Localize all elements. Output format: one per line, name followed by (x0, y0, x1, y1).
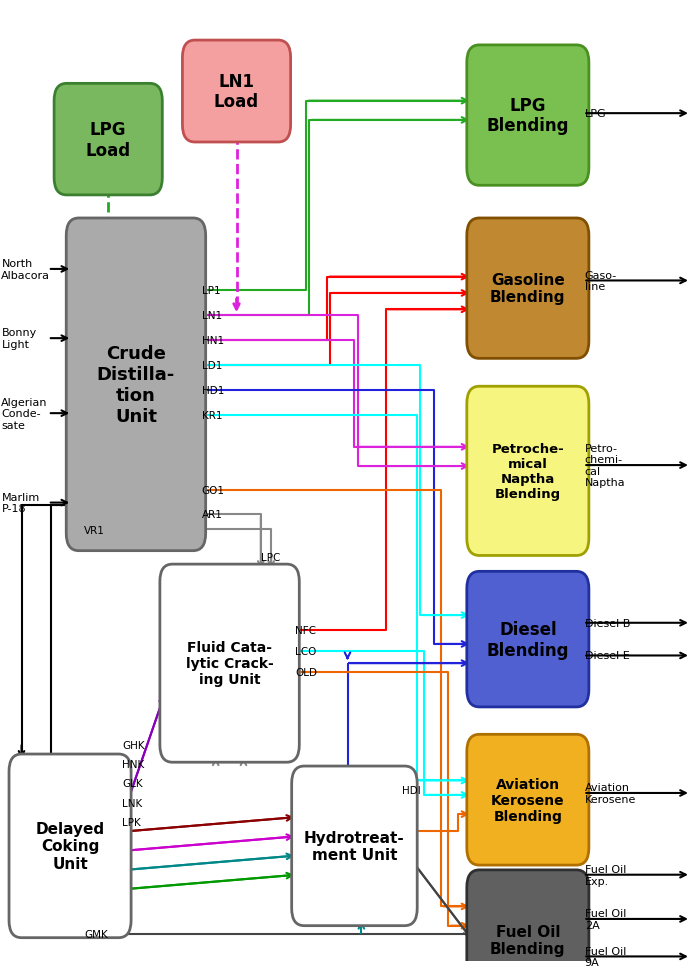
Text: LPC: LPC (261, 553, 280, 563)
Text: Fuel Oil
Blending: Fuel Oil Blending (490, 923, 566, 956)
Text: Crude
Distilla-
tion
Unit: Crude Distilla- tion Unit (97, 345, 175, 425)
FancyBboxPatch shape (160, 565, 300, 763)
Text: Aviation
Kerosene
Blending: Aviation Kerosene Blending (491, 777, 564, 823)
Text: Fuel Oil
Exp.: Fuel Oil Exp. (584, 864, 626, 886)
Text: Gasoline
Blending: Gasoline Blending (490, 272, 566, 305)
Text: LD1: LD1 (202, 360, 222, 371)
Text: Fuel Oil
9A: Fuel Oil 9A (584, 946, 626, 967)
Text: Fluid Cata-
lytic Crack-
ing Unit: Fluid Cata- lytic Crack- ing Unit (186, 641, 273, 687)
Text: LNK: LNK (122, 797, 142, 808)
Text: North
Albacora: North Albacora (1, 259, 51, 280)
Text: Delayed
Coking
Unit: Delayed Coking Unit (35, 821, 105, 871)
Text: Hydrotreat-
ment Unit: Hydrotreat- ment Unit (304, 829, 404, 862)
Text: KR1: KR1 (202, 411, 222, 421)
Text: VR1: VR1 (84, 526, 105, 536)
Text: Bonny
Light: Bonny Light (1, 328, 37, 350)
FancyBboxPatch shape (292, 766, 417, 925)
Text: Aviation
Kerosene: Aviation Kerosene (584, 782, 636, 804)
FancyBboxPatch shape (467, 387, 589, 556)
Text: OLD: OLD (295, 667, 318, 677)
Text: LCO: LCO (295, 646, 317, 656)
FancyBboxPatch shape (467, 572, 589, 707)
FancyBboxPatch shape (9, 754, 131, 938)
Text: LPG: LPG (584, 109, 606, 119)
FancyBboxPatch shape (182, 41, 291, 142)
Text: GHK: GHK (122, 740, 145, 750)
FancyBboxPatch shape (467, 46, 589, 186)
Text: LPK: LPK (122, 817, 141, 827)
Text: LP1: LP1 (202, 286, 220, 296)
FancyBboxPatch shape (467, 870, 589, 969)
FancyBboxPatch shape (66, 219, 206, 551)
Text: LPG
Blending: LPG Blending (486, 97, 569, 136)
Text: NFC: NFC (295, 625, 316, 635)
FancyBboxPatch shape (467, 219, 589, 359)
Text: LPG
Load: LPG Load (85, 120, 131, 159)
Text: GLK: GLK (122, 778, 142, 789)
FancyBboxPatch shape (54, 84, 163, 196)
Text: Diesel E: Diesel E (584, 651, 630, 661)
Text: HDI: HDI (402, 785, 420, 796)
Text: Petro-
chemi-
cal
Naptha: Petro- chemi- cal Naptha (584, 443, 626, 488)
Text: Fuel Oil
2A: Fuel Oil 2A (584, 908, 626, 930)
Text: GMK: GMK (84, 929, 108, 939)
Text: HN1: HN1 (202, 335, 224, 346)
Text: Marlim
P-18: Marlim P-18 (1, 492, 40, 514)
Text: LN1: LN1 (202, 311, 222, 321)
Text: GO1: GO1 (202, 485, 225, 495)
Text: Gaso-
line: Gaso- line (584, 270, 617, 292)
Text: Diesel
Blending: Diesel Blending (486, 620, 569, 659)
Text: Algerian
Conde-
sate: Algerian Conde- sate (1, 397, 48, 430)
Text: LN1
Load: LN1 Load (214, 73, 259, 111)
Text: HNK: HNK (122, 760, 145, 769)
Text: Petroche-
mical
Naptha
Blending: Petroche- mical Naptha Blending (491, 443, 564, 500)
Text: Diesel B: Diesel B (584, 618, 630, 628)
FancyBboxPatch shape (467, 735, 589, 865)
Text: AR1: AR1 (202, 510, 222, 519)
Text: HD1: HD1 (202, 386, 224, 395)
